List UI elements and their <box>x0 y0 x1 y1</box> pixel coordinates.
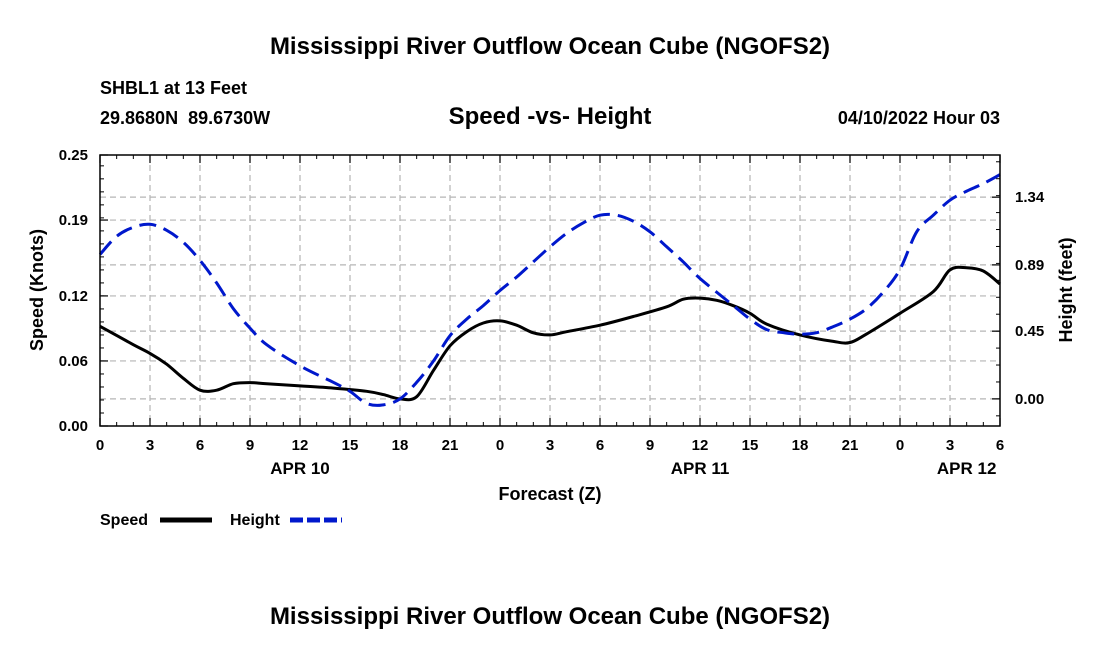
x-tick-label: 3 <box>546 437 554 454</box>
date-label: 04/10/2022 Hour 03 <box>838 108 1000 128</box>
x-tick-label: 21 <box>842 437 859 454</box>
x-axis-title: Forecast (Z) <box>498 484 601 504</box>
y-tick-label: 0.00 <box>59 418 88 435</box>
y-axis-title: Speed (Knots) <box>27 229 47 351</box>
coordinates-label: 29.8680N 89.6730W <box>100 108 270 128</box>
legend: Speed Height <box>100 512 342 529</box>
series-line-speed <box>99 265 1001 402</box>
day-label: APR 10 <box>270 459 330 478</box>
y2-tick-label: 0.89 <box>1015 257 1044 274</box>
x-tick-label: 6 <box>996 437 1004 454</box>
x-tick-label: 15 <box>342 437 359 454</box>
x-tick-label: 18 <box>792 437 809 454</box>
x-tick-label: 3 <box>946 437 954 454</box>
day-label: APR 11 <box>671 459 730 478</box>
series-group <box>98 173 1001 407</box>
x-tick-label: 3 <box>146 437 154 454</box>
legend-height-label: Height <box>230 512 280 529</box>
station-label: SHBL1 at 13 Feet <box>100 78 247 98</box>
y-axis-left: 0.00 0.06 0.12 0.19 0.25 <box>59 147 108 435</box>
x-tick-label: 12 <box>292 437 309 454</box>
x-tick-label: 9 <box>646 437 654 454</box>
x-tick-label: 12 <box>692 437 709 454</box>
series-line-height <box>98 173 1001 407</box>
x-axis: 0 3 6 9 12 15 18 21 0 3 6 9 12 15 18 21 0 3 6 APR 10 APR 11 A… <box>96 155 1004 478</box>
x-tick-label: 6 <box>596 437 604 454</box>
y-tick-label: 0.12 <box>59 288 88 305</box>
x-tick-label: 6 <box>196 437 204 454</box>
chart-title: Mississippi River Outflow Ocean Cube (NG… <box>270 33 830 60</box>
x-tick-label: 0 <box>496 437 504 454</box>
x-tick-label: 0 <box>96 437 104 454</box>
legend-speed-label: Speed <box>100 512 148 529</box>
y-axis-right: 0.00 0.45 0.89 1.34 <box>992 161 1045 417</box>
day-label: APR 12 <box>937 459 997 478</box>
x-tick-label: 0 <box>896 437 904 454</box>
y2-axis-title: Height (feet) <box>1056 238 1076 343</box>
x-tick-label: 9 <box>246 437 254 454</box>
chart-subtitle: Speed -vs- Height <box>449 103 652 130</box>
x-tick-label: 18 <box>392 437 409 454</box>
y2-tick-label: 1.34 <box>1015 189 1045 206</box>
y2-tick-label: 0.45 <box>1015 323 1044 340</box>
grid <box>100 155 1000 426</box>
y-tick-label: 0.25 <box>59 147 88 164</box>
x-tick-label: 21 <box>442 437 459 454</box>
footer-title: Mississippi River Outflow Ocean Cube (NG… <box>270 603 830 630</box>
y-tick-label: 0.19 <box>59 212 88 229</box>
plot-frame <box>99 154 1001 427</box>
x-tick-label: 15 <box>742 437 759 454</box>
y2-tick-label: 0.00 <box>1015 391 1044 408</box>
y-tick-label: 0.06 <box>59 353 88 370</box>
